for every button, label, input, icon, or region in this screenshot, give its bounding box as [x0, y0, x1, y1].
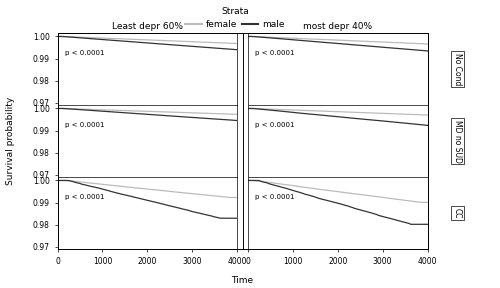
Text: p < 0.0001: p < 0.0001 [64, 122, 104, 128]
Text: CC: CC [453, 208, 462, 218]
Text: No Cond: No Cond [453, 53, 462, 85]
Text: p < 0.0001: p < 0.0001 [255, 122, 294, 128]
Legend: female, male: female, male [182, 3, 288, 33]
Text: p < 0.0001: p < 0.0001 [255, 194, 294, 200]
Text: MD no SUD: MD no SUD [453, 120, 462, 162]
Text: p < 0.0001: p < 0.0001 [64, 194, 104, 200]
Title: Least depr 60%: Least depr 60% [112, 22, 183, 31]
Title: most depr 40%: most depr 40% [303, 22, 372, 31]
Text: Time: Time [232, 276, 254, 285]
Text: p < 0.0001: p < 0.0001 [64, 50, 104, 56]
Text: Survival probability: Survival probability [6, 97, 16, 185]
Text: p < 0.0001: p < 0.0001 [255, 50, 294, 56]
